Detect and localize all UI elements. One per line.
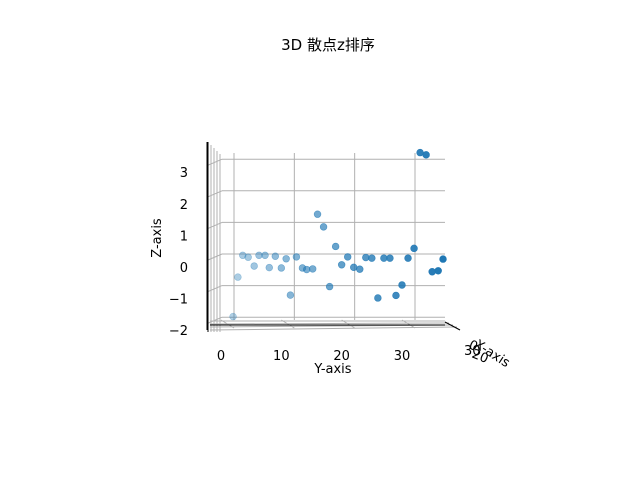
z-tick-label--1: −1 <box>169 293 188 308</box>
scatter-point <box>282 255 290 263</box>
scatter-point <box>428 268 436 276</box>
scatter-point <box>368 254 376 262</box>
scatter-point <box>422 151 430 159</box>
scatter-point <box>434 267 442 275</box>
x-tick-label-30: 30 <box>464 344 481 359</box>
scatter-point <box>286 291 295 299</box>
scatter-point <box>277 264 286 272</box>
scatter-point <box>309 265 317 273</box>
y-tick-label-10: 10 <box>273 349 290 364</box>
scatter-point <box>392 291 400 300</box>
x-tick-label-20: 20 <box>470 347 491 367</box>
chart-title: 3D 散点z排序 <box>281 36 375 54</box>
scatter-point <box>398 281 406 289</box>
scatter-point <box>404 254 412 262</box>
axis-panes <box>206 142 461 331</box>
scatter-point <box>325 282 334 291</box>
y-tick-label-20: 20 <box>333 349 350 364</box>
z-tick-label-0: 0 <box>180 261 188 276</box>
scatter-point <box>271 252 279 260</box>
scatter-point <box>313 210 322 218</box>
scatter-point <box>302 265 311 274</box>
y-axis-label: Y-axis <box>313 362 351 377</box>
scatter-point <box>362 253 370 262</box>
x-axis-line <box>444 321 461 331</box>
z-tick-label--2: −2 <box>169 324 188 339</box>
grid-lines <box>207 142 458 332</box>
scatter-point <box>410 244 418 253</box>
scatter-point <box>356 265 364 273</box>
scatter-point <box>255 251 263 260</box>
scatter-point <box>344 253 352 261</box>
z-tick-label-1: 1 <box>180 229 188 244</box>
scatter-point <box>331 242 340 251</box>
floor-edge-1 <box>209 322 450 325</box>
z-tick-label-2: 2 <box>180 198 188 213</box>
scatter-points <box>229 148 447 321</box>
scatter-point <box>265 263 273 272</box>
scatter-point <box>337 261 346 269</box>
y-tick-label-0: 0 <box>217 349 225 364</box>
scatter-point <box>229 312 237 321</box>
scatter-point <box>244 253 252 261</box>
tick-labels: 0 10 20 30 −2 −1 0 1 2 3 <box>169 166 410 364</box>
scatter-point <box>234 273 242 281</box>
scatter-point <box>292 253 301 261</box>
y-tick-label-30: 30 <box>394 349 411 364</box>
scatter-point <box>386 254 394 262</box>
z-axis-label: Z-axis <box>150 218 165 258</box>
floor-edge-3 <box>209 326 458 331</box>
scatter-point <box>239 251 247 260</box>
scatter-point <box>319 223 328 231</box>
scatter-point <box>439 255 447 263</box>
scatter-point <box>261 251 269 260</box>
z-tick-label-3: 3 <box>180 166 188 181</box>
scatter-point <box>250 262 258 270</box>
scatter-point <box>374 294 382 302</box>
